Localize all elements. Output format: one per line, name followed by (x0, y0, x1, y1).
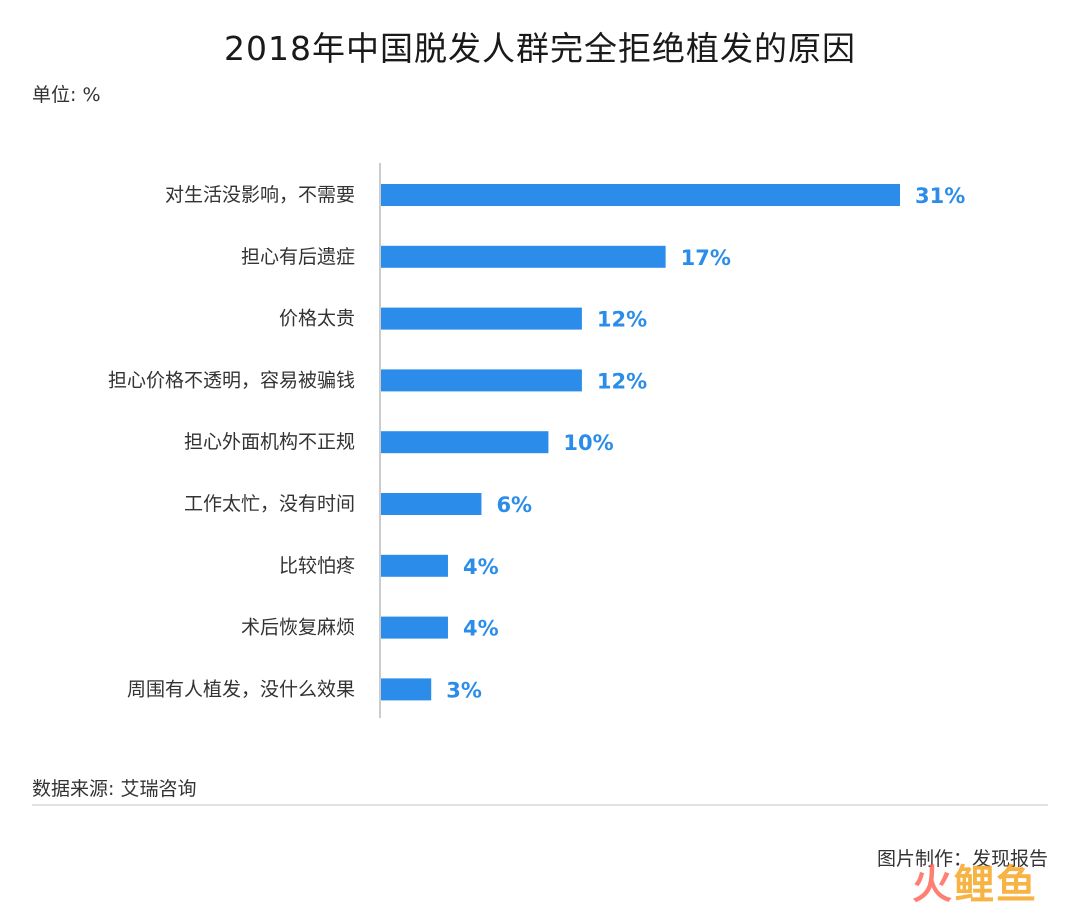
unit-label: 单位: % (32, 84, 101, 106)
category-label: 工作太忙，没有时间 (184, 493, 355, 515)
category-label: 价格太贵 (279, 308, 355, 330)
category-label: 担心价格不透明，容易被骗钱 (108, 369, 355, 391)
bar (381, 245, 666, 268)
bar (381, 369, 582, 392)
bar-chart: 对生活没影响，不需要 31% 担心有后遗症 17% 价格太贵 12% 担心价格不透明，容易被… (108, 163, 965, 718)
value-label: 10% (563, 431, 613, 455)
value-label: 12% (597, 369, 647, 393)
value-label: 3% (446, 678, 482, 702)
credit-note: 图片制作：发现报告 (876, 848, 1048, 870)
value-label: 17% (681, 246, 731, 270)
bar (381, 678, 432, 701)
bar (381, 493, 482, 515)
bar (381, 431, 549, 454)
value-label: 4% (463, 617, 499, 641)
watermark-part2: 鲤鱼 (954, 862, 1038, 908)
watermark-logo: 火鲤鱼 (912, 852, 1038, 910)
watermark-part1: 火 (912, 862, 954, 908)
category-label: 担心外面机构不正规 (184, 431, 355, 453)
value-label: 6% (496, 493, 532, 517)
category-label: 周围有人植发，没什么效果 (127, 678, 355, 700)
bar (381, 616, 448, 639)
bar (381, 307, 582, 330)
bar (381, 184, 900, 206)
bar (381, 554, 448, 577)
chart-title: 2018年中国脱发人群完全拒绝植发的原因 (224, 29, 856, 68)
category-label: 术后恢复麻烦 (241, 617, 355, 639)
value-label: 4% (463, 555, 499, 579)
source-note: 数据来源: 艾瑞咨询 (32, 778, 197, 800)
value-label: 12% (597, 308, 647, 332)
category-label: 对生活没影响，不需要 (165, 184, 355, 206)
category-label: 担心有后遗症 (241, 246, 355, 268)
value-label: 31% (915, 184, 965, 208)
category-label: 比较怕疼 (279, 555, 355, 577)
divider (32, 804, 1048, 806)
